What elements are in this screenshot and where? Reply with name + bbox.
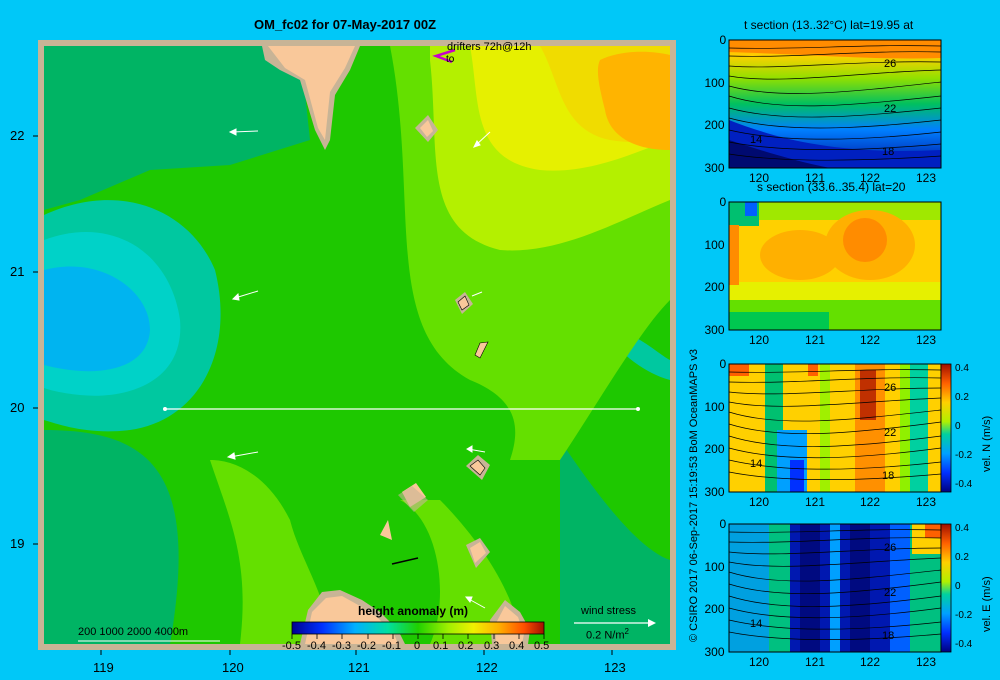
panel-y-tick: 300	[704, 645, 725, 659]
panel-y-tick: 0	[719, 33, 727, 47]
contour-label: 18	[882, 470, 895, 482]
panel-y-tick: 0	[719, 195, 727, 209]
depth-scale-label: 200 1000 2000 4000m	[78, 626, 189, 638]
contour-label: 14	[750, 458, 763, 470]
height-colorbar	[291, 621, 545, 635]
map-title: OM_fc02 for 07-May-2017 00Z	[254, 17, 437, 32]
contour-label: 26	[884, 382, 897, 394]
drifter-track	[432, 48, 456, 64]
colorbar-tick: -0.5	[282, 640, 301, 652]
contour-label: 14	[750, 134, 763, 146]
panel-x-tick: 120	[749, 333, 770, 347]
panel-x-tick: 120	[749, 495, 770, 509]
velocity-colorbar-tick: 0.2	[955, 552, 969, 563]
velocity-colorbar-label: vel. E (m/s)	[981, 576, 993, 632]
panel-y-tick: 100	[704, 559, 725, 574]
drifters-label: drifters 72h@12h	[447, 41, 532, 53]
panel-y-tick: 0	[719, 517, 727, 531]
panel-x-tick: 123	[916, 495, 937, 509]
colorbar-title: height anomaly (m)	[358, 604, 469, 618]
panel-y-tick: 0	[719, 357, 727, 371]
contour-label: 26	[884, 542, 897, 554]
colorbar-tick: 0	[414, 640, 421, 652]
panel-x-tick: 120	[749, 171, 770, 185]
contour-label: 18	[882, 146, 895, 158]
y-tick-21: 21	[10, 264, 25, 279]
x-tick-122: 122	[476, 660, 498, 675]
velocity-colorbar-tick: 0	[955, 421, 961, 432]
wind-stress-label: wind stress	[581, 605, 637, 617]
x-tick-120: 120	[222, 660, 244, 675]
contour-label: 26	[884, 58, 897, 70]
y-tick-20: 20	[10, 400, 25, 415]
height-anomaly-field	[44, 46, 670, 644]
panel-x-tick: 121	[805, 655, 826, 669]
salinity-section-panel	[728, 201, 942, 331]
colorbar-tick: 0.1	[433, 640, 449, 652]
contour-label: 22	[884, 427, 897, 439]
x-tick-119: 119	[93, 660, 114, 675]
contour-label: 18	[882, 630, 895, 642]
panel-x-tick: 122	[860, 655, 881, 669]
panel-x-tick: 123	[916, 655, 937, 669]
panel-x-tick: 123	[916, 171, 937, 185]
velocity-east-panel	[728, 523, 952, 653]
x-tick-121: 121	[348, 660, 370, 675]
velocity-colorbar-tick: 0.2	[955, 392, 969, 403]
panel-y-tick: 200	[704, 442, 725, 457]
panel-x-tick: 121	[805, 171, 826, 185]
panel-y-tick: 300	[704, 485, 725, 499]
panel-x-tick: 122	[860, 333, 881, 347]
panel-x-tick: 122	[860, 171, 881, 185]
velocity-north-panel	[728, 363, 952, 493]
panel-x-tick: 120	[749, 655, 770, 669]
velocity-colorbar-tick: 0.4	[955, 363, 969, 374]
panel-y-tick: 200	[704, 118, 725, 133]
drifters-sublabel: to	[446, 54, 455, 65]
panel-y-tick: 100	[704, 237, 725, 252]
colorbar-tick: -0.4	[307, 640, 326, 652]
contour-label: 22	[884, 587, 897, 599]
panel-y-tick: 200	[704, 280, 725, 295]
panel-y-tick: 300	[704, 323, 725, 337]
contour-label: 14	[750, 618, 763, 630]
y-tick-19: 19	[10, 536, 25, 551]
velocity-colorbar-tick: -0.2	[955, 610, 973, 621]
velocity-colorbar-label: vel. N (m/s)	[981, 415, 993, 472]
colorbar-tick: 0.3	[484, 640, 500, 652]
panel-x-tick: 121	[805, 495, 826, 509]
panel-x-tick: 121	[805, 333, 826, 347]
panel-y-tick: 100	[704, 399, 725, 414]
velocity-colorbar-tick: -0.4	[955, 639, 973, 650]
panel-x-tick: 123	[916, 333, 937, 347]
t-section-title: t section (13..32°C) lat=19.95 at	[744, 18, 914, 32]
x-tick-123: 123	[604, 660, 626, 675]
s-section-title: s section (33.6..35.4) lat=20	[757, 180, 906, 194]
temperature-section-panel	[728, 39, 942, 169]
credit-text: © CSIRO 2017 06-Sep-2017 15:19:53 BoM Oc…	[688, 348, 700, 642]
colorbar-tick: 0.4	[509, 640, 525, 652]
panel-y-tick: 300	[704, 161, 725, 175]
velocity-colorbar-tick: -0.2	[955, 450, 973, 461]
velocity-colorbar-tick: 0.4	[955, 523, 969, 534]
wind-stress-value: 0.2 N/m2	[586, 627, 629, 642]
velocity-colorbar-tick: -0.4	[955, 479, 973, 490]
colorbar-tick: -0.2	[357, 640, 376, 652]
colorbar-tick: 0.5	[534, 640, 550, 652]
panel-y-tick: 100	[704, 75, 725, 90]
panel-y-tick: 200	[704, 602, 725, 617]
y-tick-22: 22	[10, 128, 25, 143]
colorbar-tick: -0.1	[382, 640, 401, 652]
velocity-colorbar-tick: 0	[955, 581, 961, 592]
contour-label: 22	[884, 103, 897, 115]
colorbar-tick: -0.3	[332, 640, 351, 652]
panel-x-tick: 122	[860, 495, 881, 509]
colorbar-tick: 0.2	[458, 640, 474, 652]
